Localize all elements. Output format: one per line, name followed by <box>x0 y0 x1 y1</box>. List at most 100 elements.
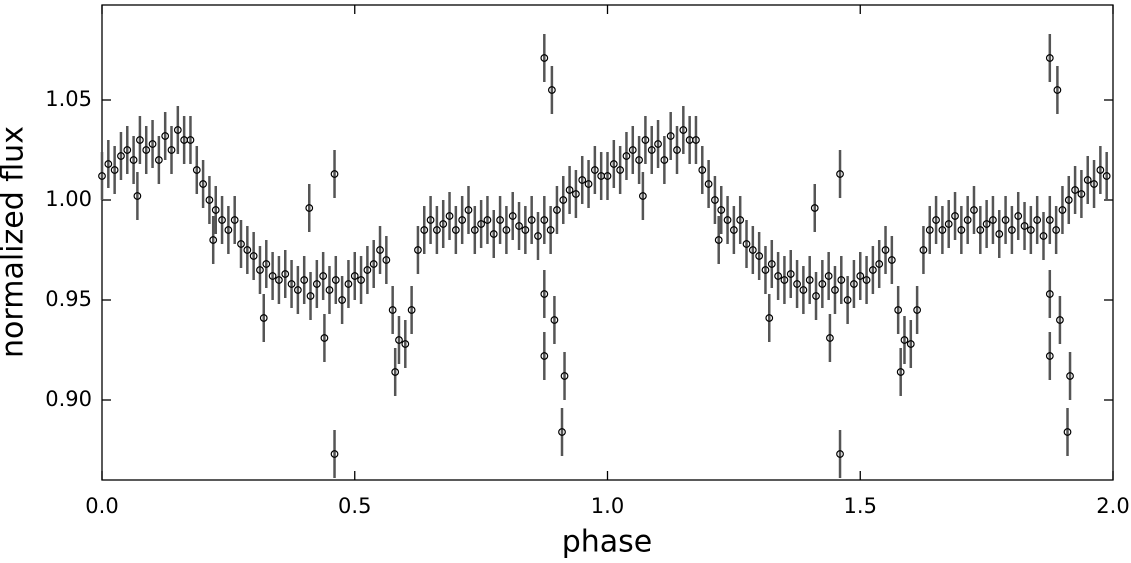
data-point <box>559 196 568 204</box>
data-point <box>458 216 467 224</box>
data-point <box>765 314 774 322</box>
data-point <box>173 126 182 134</box>
data-point <box>382 256 391 264</box>
data-point <box>211 206 220 214</box>
data-point <box>836 450 844 458</box>
data-point <box>951 212 959 220</box>
data-point <box>1045 290 1054 298</box>
data-point <box>237 240 245 248</box>
data-point <box>742 240 751 248</box>
x-tick-label: 1.0 <box>591 494 624 518</box>
data-point <box>98 172 106 180</box>
data-point <box>622 152 631 160</box>
data-point <box>407 306 416 314</box>
data-point <box>1096 166 1105 174</box>
data-point <box>205 196 214 204</box>
data-point <box>553 206 561 214</box>
data-point <box>259 314 268 322</box>
data-point <box>673 146 681 154</box>
data-point <box>540 290 549 298</box>
data-point <box>957 226 966 234</box>
data-point <box>357 276 365 284</box>
data-point <box>970 206 978 214</box>
data-point <box>793 280 801 288</box>
data-point <box>560 372 569 380</box>
data-point <box>199 180 208 188</box>
data-point <box>550 316 559 324</box>
data-point <box>312 280 321 288</box>
data-point <box>249 252 258 260</box>
y-tick-label: 1.05 <box>45 87 92 111</box>
data-point <box>826 334 834 342</box>
data-point <box>1058 206 1067 214</box>
data-point <box>540 352 549 360</box>
data-point <box>843 296 852 304</box>
data-point <box>660 156 669 164</box>
data-point <box>635 156 643 164</box>
data-point <box>836 170 844 178</box>
data-point <box>287 280 296 288</box>
data-point <box>540 216 549 224</box>
data-point <box>862 276 871 284</box>
data-point <box>572 190 580 198</box>
data-point <box>736 216 745 224</box>
data-point <box>123 146 132 154</box>
data-point <box>338 296 347 304</box>
data-point <box>896 368 905 376</box>
data-point <box>305 204 314 212</box>
data-point <box>856 272 865 280</box>
data-point <box>666 132 675 140</box>
data-point <box>489 230 498 238</box>
data-point <box>761 266 770 274</box>
data-point <box>344 280 353 288</box>
x-tick-label: 0.5 <box>338 494 371 518</box>
data-point <box>300 276 309 284</box>
data-point <box>767 260 776 268</box>
data-point <box>1045 54 1054 62</box>
data-point <box>805 276 814 284</box>
data-point <box>925 226 934 234</box>
data-point <box>527 216 536 224</box>
data-point <box>913 306 922 314</box>
data-point <box>306 292 315 300</box>
data-point <box>508 212 517 220</box>
data-point <box>540 54 549 62</box>
data-point <box>1001 216 1010 224</box>
data-point <box>1056 316 1064 324</box>
data-point <box>391 368 400 376</box>
data-point <box>831 286 839 294</box>
data-point <box>692 136 700 144</box>
data-point <box>1039 232 1048 240</box>
data-point <box>1066 372 1074 380</box>
data-point <box>818 280 827 288</box>
data-point <box>363 266 372 274</box>
data-point <box>230 216 239 224</box>
y-tick-label: 1.00 <box>45 187 92 211</box>
data-point <box>894 306 903 314</box>
data-point <box>268 272 277 280</box>
data-point <box>496 216 504 224</box>
data-point <box>1008 226 1016 234</box>
data-point <box>1045 352 1054 360</box>
data-point <box>432 226 441 234</box>
data-point <box>136 136 144 144</box>
data-point <box>319 272 328 280</box>
data-point <box>395 336 403 344</box>
data-point <box>641 136 650 144</box>
data-point <box>1064 196 1073 204</box>
data-point <box>224 226 233 234</box>
x-tick-label: 0.0 <box>85 494 118 518</box>
data-point <box>799 286 808 294</box>
data-point <box>850 280 858 288</box>
data-point <box>350 272 359 280</box>
data-point <box>654 140 662 148</box>
data-point <box>989 216 997 224</box>
data-point <box>256 266 264 274</box>
data-point <box>755 252 764 260</box>
data-point <box>521 226 530 234</box>
data-point <box>982 220 991 228</box>
data-point <box>774 272 783 280</box>
data-point <box>628 146 637 154</box>
data-point <box>906 340 915 348</box>
